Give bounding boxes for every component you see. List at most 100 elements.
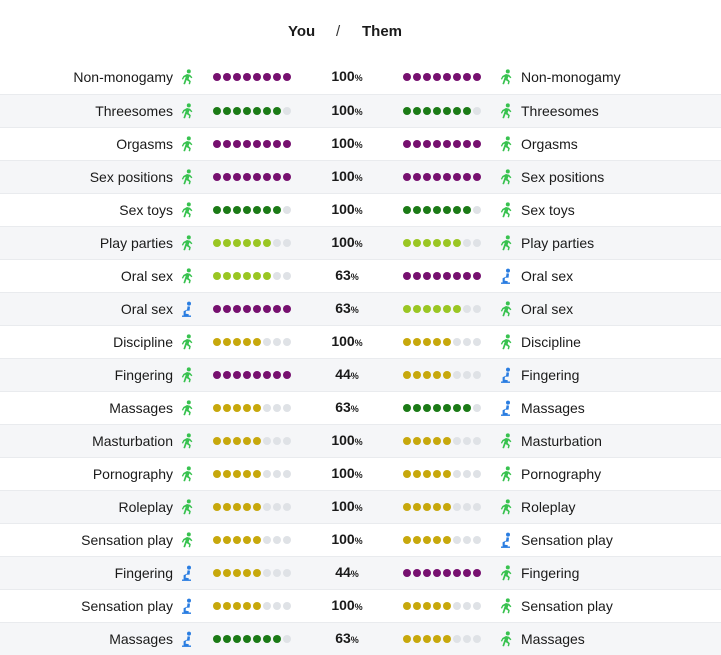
match-percent: 100% bbox=[318, 234, 376, 250]
green-running-figure-icon bbox=[499, 301, 513, 317]
you-item-label: Massages bbox=[109, 631, 173, 647]
comparison-row[interactable]: Sensation play 100% Sensation play bbox=[0, 523, 721, 556]
you-item-label: Sensation play bbox=[81, 598, 173, 614]
you-rating-dot-filled bbox=[253, 73, 261, 81]
them-rating-dot-filled bbox=[423, 107, 431, 115]
blue-kneeling-figure-icon bbox=[180, 301, 194, 317]
comparison-row[interactable]: Sensation play 100% Sensation play bbox=[0, 589, 721, 622]
match-percent-value: 44 bbox=[335, 366, 351, 382]
you-item-label: Sex toys bbox=[119, 202, 173, 218]
match-percent-unit: % bbox=[350, 569, 359, 579]
comparison-row[interactable]: Play parties 100% Play parties bbox=[0, 226, 721, 259]
them-rating-dot-filled bbox=[433, 206, 441, 214]
them-rating-dot-empty bbox=[463, 503, 471, 511]
match-percent-value: 100 bbox=[331, 333, 355, 349]
them-rating-dot-empty bbox=[453, 371, 461, 379]
blue-kneeling-figure-icon bbox=[499, 532, 513, 548]
them-rating-dot-empty bbox=[453, 470, 461, 478]
match-percent-unit: % bbox=[350, 305, 359, 315]
them-item-label: Oral sex bbox=[521, 301, 574, 317]
them-rating-dot-filled bbox=[443, 503, 451, 511]
you-rating-dot-filled bbox=[213, 206, 221, 214]
you-rating-dot-filled bbox=[273, 371, 281, 379]
comparison-row[interactable]: Fingering 44% Fingering bbox=[0, 358, 721, 391]
comparison-row[interactable]: Orgasms 100% Orgasms bbox=[0, 127, 721, 160]
you-rating-dots bbox=[213, 602, 291, 610]
match-percent-unit: % bbox=[354, 140, 363, 150]
you-rating-dot-empty bbox=[263, 404, 271, 412]
you-rating-dot-empty bbox=[273, 470, 281, 478]
match-percent: 100% bbox=[318, 432, 376, 448]
match-percent-value: 100 bbox=[331, 102, 355, 118]
comparison-row[interactable]: Oral sex 63% Oral sex bbox=[0, 259, 721, 292]
them-rating-dot-filled bbox=[433, 569, 441, 577]
them-rating-dot-empty bbox=[453, 635, 461, 643]
you-rating-dot-filled bbox=[243, 470, 251, 478]
match-percent-unit: % bbox=[354, 536, 363, 546]
them-rating-dot-empty bbox=[473, 338, 481, 346]
them-rating-dot-filled bbox=[413, 272, 421, 280]
comparison-row[interactable]: Non-monogamy 100% Non-monogamy bbox=[0, 61, 721, 94]
comparison-row[interactable]: Massages 63% Massages bbox=[0, 622, 721, 655]
you-rating-dot-empty bbox=[263, 569, 271, 577]
them-rating-dot-filled bbox=[423, 305, 431, 313]
them-rating-dot-filled bbox=[423, 272, 431, 280]
comparison-header: You / Them bbox=[0, 0, 721, 61]
match-percent-unit: % bbox=[350, 272, 359, 282]
you-rating-dots bbox=[213, 635, 291, 643]
you-rating-dot-filled bbox=[223, 173, 231, 181]
you-rating-dot-empty bbox=[283, 635, 291, 643]
match-percent-value: 63 bbox=[335, 267, 351, 283]
match-percent: 100% bbox=[318, 333, 376, 349]
you-rating-dot-filled bbox=[253, 470, 261, 478]
comparison-row[interactable]: Masturbation 100% Masturbation bbox=[0, 424, 721, 457]
comparison-row[interactable]: Oral sex 63% Oral sex bbox=[0, 292, 721, 325]
comparison-row[interactable]: Discipline 100% Discipline bbox=[0, 325, 721, 358]
comparison-row[interactable]: Sex positions 100% Sex positions bbox=[0, 160, 721, 193]
you-rating-dot-filled bbox=[223, 437, 231, 445]
them-rating-dot-filled bbox=[403, 173, 411, 181]
you-rating-dot-empty bbox=[273, 569, 281, 577]
them-item-label: Non-monogamy bbox=[521, 69, 621, 85]
match-percent-unit: % bbox=[350, 404, 359, 414]
them-rating-dot-filled bbox=[403, 437, 411, 445]
you-rating-dot-filled bbox=[283, 73, 291, 81]
comparison-row[interactable]: Massages 63% Massages bbox=[0, 391, 721, 424]
match-percent-unit: % bbox=[350, 371, 359, 381]
them-rating-dot-filled bbox=[403, 536, 411, 544]
them-rating-dot-empty bbox=[473, 239, 481, 247]
them-column-title: Them bbox=[362, 23, 403, 40]
you-rating-dot-empty bbox=[273, 338, 281, 346]
comparison-row[interactable]: Pornography 100% Pornography bbox=[0, 457, 721, 490]
you-rating-dot-filled bbox=[263, 107, 271, 115]
match-percent: 100% bbox=[318, 597, 376, 613]
you-rating-dot-empty bbox=[263, 602, 271, 610]
them-rating-dots bbox=[403, 470, 481, 478]
green-running-figure-icon bbox=[499, 565, 513, 581]
green-running-figure-icon bbox=[180, 367, 194, 383]
them-rating-dot-filled bbox=[433, 536, 441, 544]
you-rating-dot-filled bbox=[213, 140, 221, 148]
you-rating-dots bbox=[213, 404, 291, 412]
match-percent: 44% bbox=[318, 366, 376, 382]
them-rating-dot-empty bbox=[473, 635, 481, 643]
you-item-label: Sex positions bbox=[89, 169, 173, 185]
you-rating-dot-filled bbox=[243, 239, 251, 247]
match-percent: 63% bbox=[318, 630, 376, 646]
match-percent: 44% bbox=[318, 564, 376, 580]
you-rating-dot-filled bbox=[243, 503, 251, 511]
you-rating-dot-filled bbox=[233, 305, 241, 313]
match-percent: 100% bbox=[318, 135, 376, 151]
you-rating-dot-filled bbox=[213, 338, 221, 346]
comparison-row[interactable]: Fingering 44% Fingering bbox=[0, 556, 721, 589]
you-rating-dot-filled bbox=[263, 73, 271, 81]
comparison-row[interactable]: Sex toys 100% Sex toys bbox=[0, 193, 721, 226]
them-rating-dot-empty bbox=[473, 536, 481, 544]
match-percent: 63% bbox=[318, 267, 376, 283]
them-rating-dot-empty bbox=[473, 470, 481, 478]
you-rating-dot-filled bbox=[253, 404, 261, 412]
comparison-row[interactable]: Threesomes 100% Threesomes bbox=[0, 94, 721, 127]
comparison-row[interactable]: Roleplay 100% Roleplay bbox=[0, 490, 721, 523]
match-percent-value: 100 bbox=[331, 531, 355, 547]
them-rating-dot-filled bbox=[433, 338, 441, 346]
